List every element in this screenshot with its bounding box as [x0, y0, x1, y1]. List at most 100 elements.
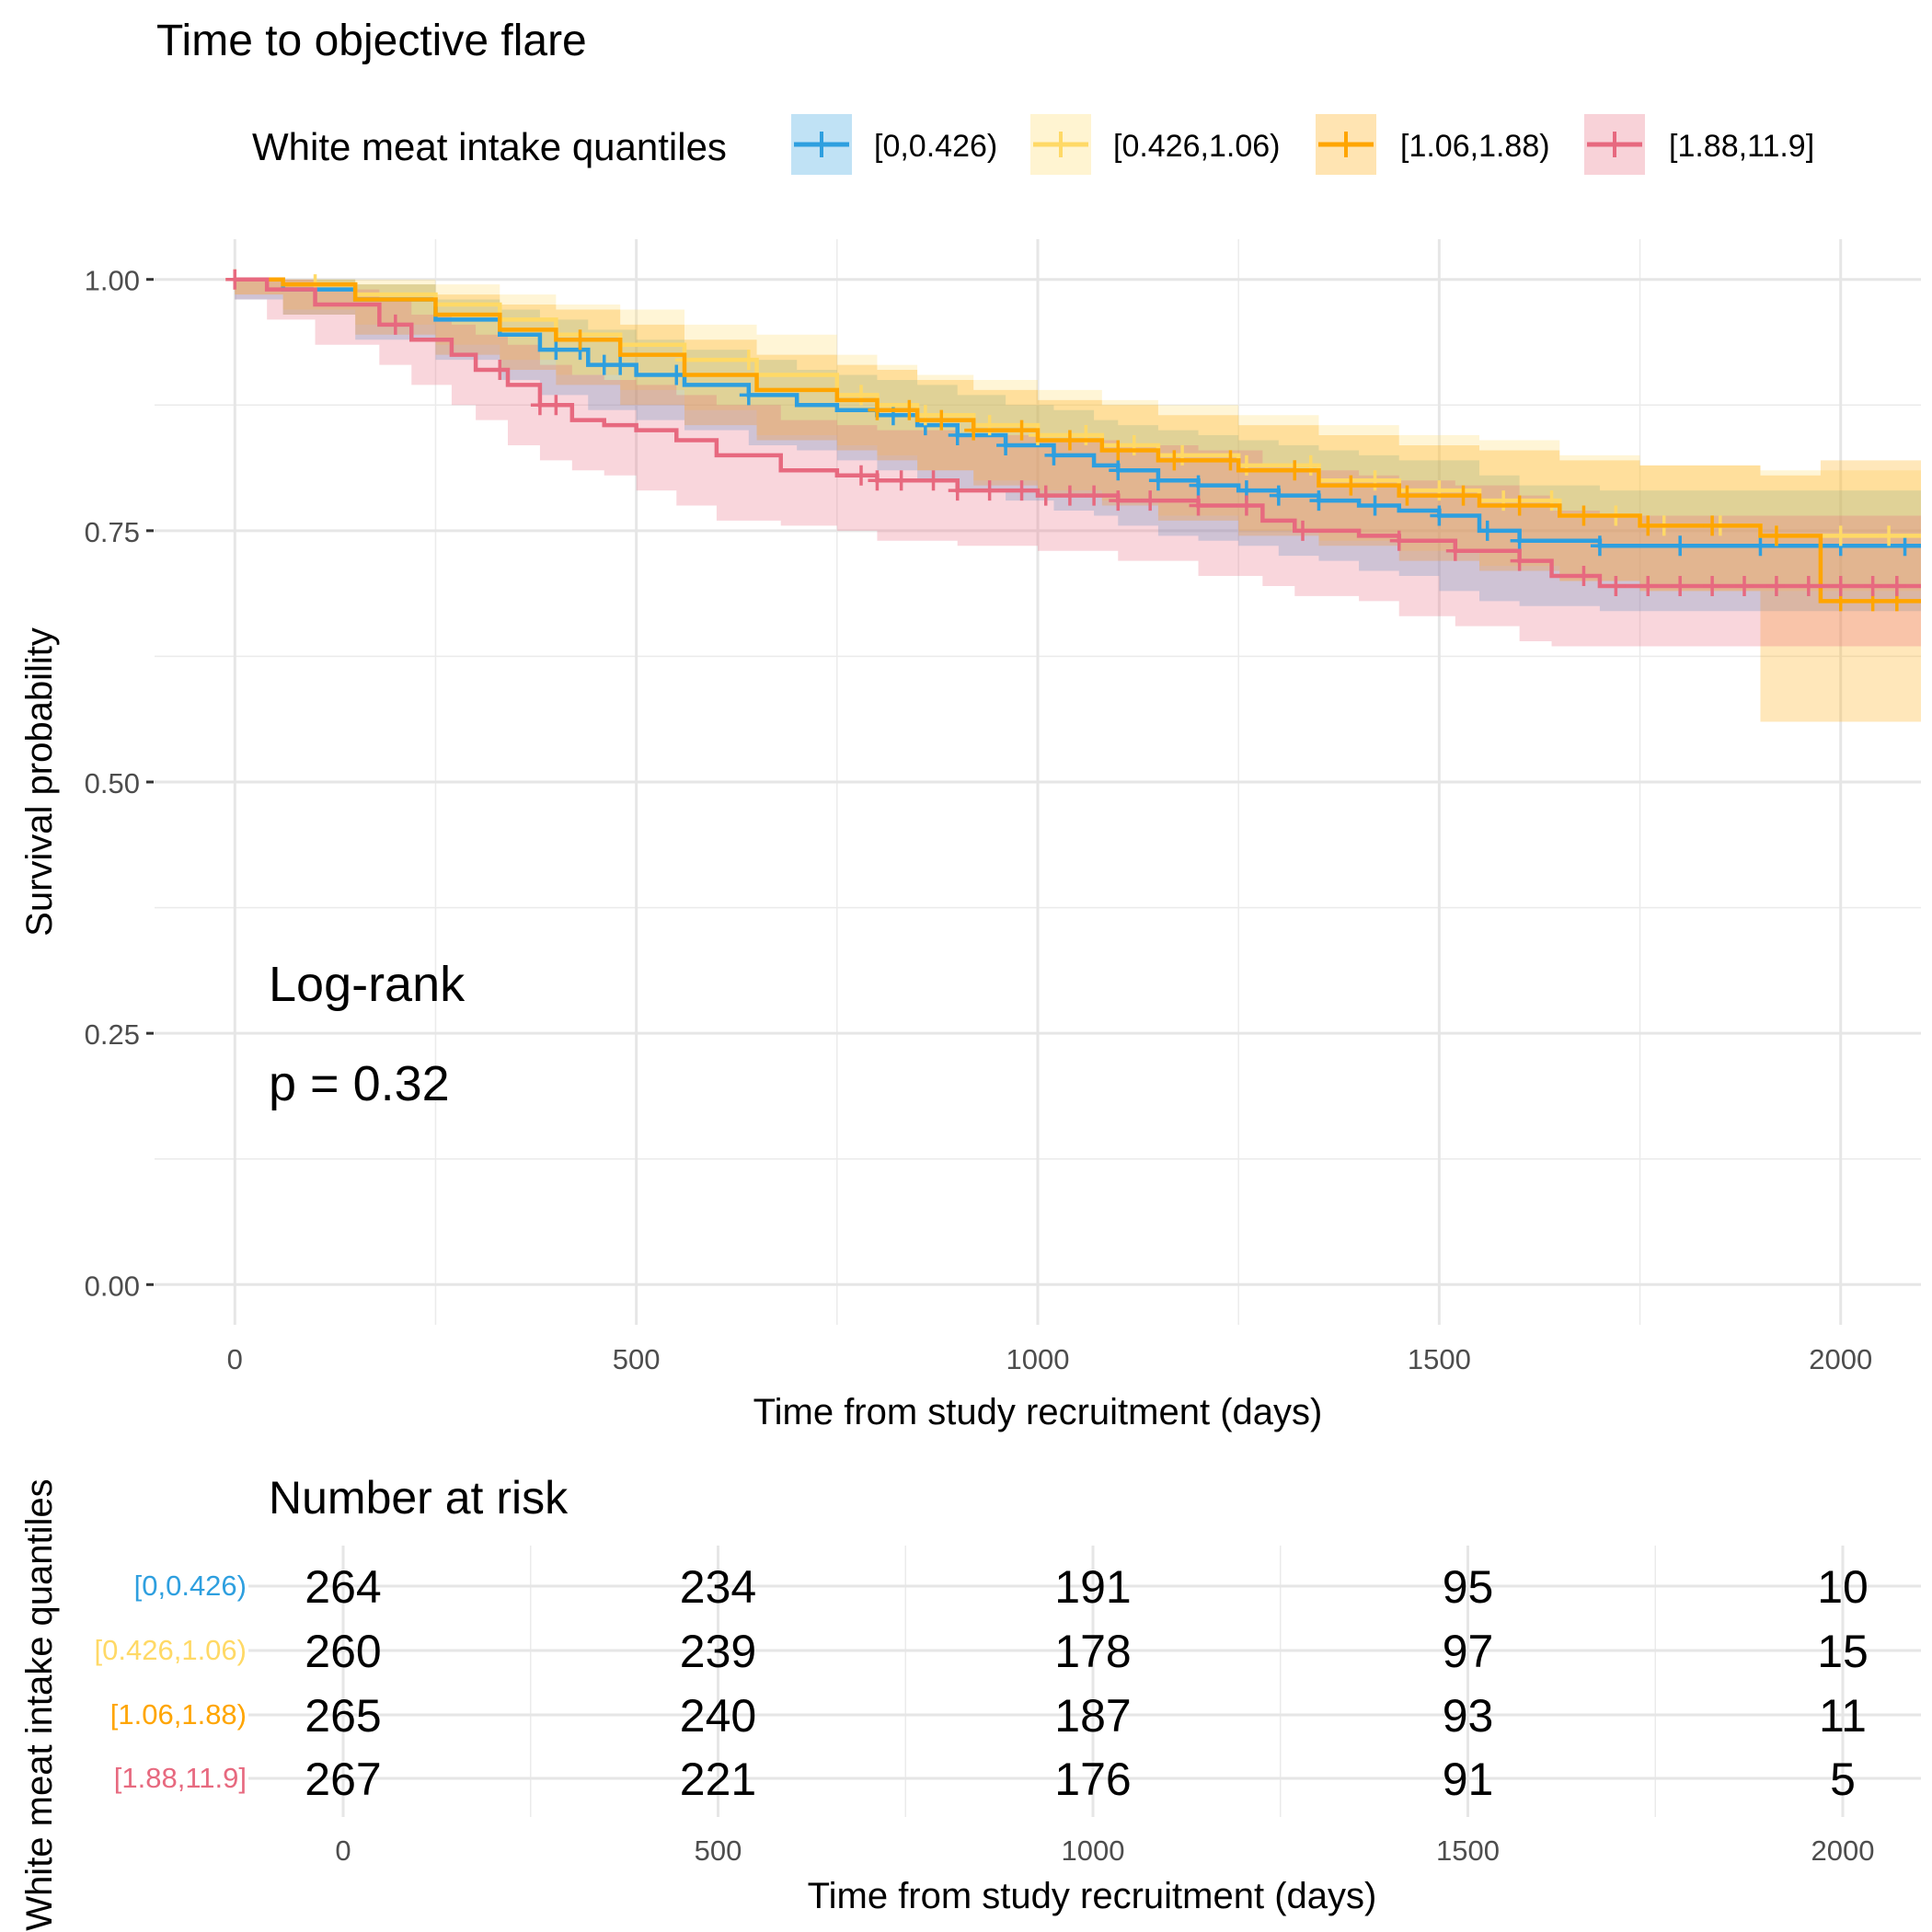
legend-label: [1.88,11.9] [1669, 129, 1814, 164]
risk-x-tick-label: 500 [695, 1834, 742, 1867]
logrank-label: Log-rank [269, 957, 466, 1012]
x-tick-label: 0 [227, 1343, 243, 1375]
censor-mark [964, 420, 983, 441]
censor-mark [1309, 490, 1328, 512]
censor-mark [1831, 575, 1850, 596]
censor-mark [385, 314, 405, 335]
censor-mark [1141, 490, 1160, 512]
censor-mark [1189, 475, 1208, 496]
censor-mark [1341, 475, 1361, 496]
censor-mark [1751, 535, 1770, 557]
censor-mark [1590, 535, 1609, 557]
risk-count: 97 [1443, 1626, 1494, 1677]
y-tick-label: 0.75 [85, 516, 140, 548]
x-tick-label: 1000 [1006, 1343, 1070, 1375]
legend-entry: [1.06,1.88) [1316, 114, 1550, 175]
censor-mark [1236, 495, 1256, 516]
risk-table-title: Number at risk [269, 1472, 569, 1524]
censor-mark [1639, 515, 1658, 536]
risk-count: 95 [1443, 1561, 1494, 1613]
y-tick-label: 0.50 [85, 767, 140, 799]
x-axis: 0 500 1000 1500 2000 Time from study recruitm… [227, 1343, 1873, 1432]
risk-count: 260 [305, 1626, 381, 1677]
censor-mark [852, 465, 870, 486]
censor-mark [594, 354, 614, 375]
logrank-pvalue: p = 0.32 [269, 1056, 450, 1111]
y-tick-label: 0.00 [85, 1270, 140, 1302]
censor-mark [900, 399, 919, 420]
risk-count: 11 [1819, 1690, 1867, 1742]
censor-mark [1036, 485, 1055, 506]
censor-mark [1831, 525, 1850, 546]
censor-mark [1574, 505, 1593, 526]
censor-mark [1574, 566, 1593, 587]
y-axis: 0.00 0.25 0.50 0.75 1.00 Survival probability [19, 265, 154, 1302]
censor-mark [1012, 480, 1031, 501]
censor-mark [490, 360, 510, 381]
censor-mark [868, 399, 887, 420]
risk-row-label: [0,0.426) [134, 1570, 247, 1602]
censor-mark [570, 329, 590, 351]
risk-y-axis-title: White meat intake quantiles [19, 1478, 60, 1930]
risk-row-label: [1.88,11.9] [114, 1762, 247, 1794]
legend-entry: [1.88,11.9] [1584, 114, 1814, 175]
risk-x-tick-label: 1500 [1436, 1834, 1500, 1867]
censor-mark [1285, 460, 1305, 481]
risk-count: 267 [305, 1754, 381, 1805]
censor-mark [996, 434, 1016, 455]
risk-count: 10 [1817, 1561, 1869, 1613]
censor-mark [1766, 525, 1786, 546]
risk-count: 178 [1054, 1626, 1131, 1677]
chart-title: Time to objective flare [156, 17, 587, 65]
censor-mark [980, 480, 999, 501]
censor-mark [1269, 485, 1288, 506]
confidence-band [235, 279, 1922, 647]
censor-mark [546, 395, 566, 416]
plot-area [225, 269, 1922, 722]
censor-mark [1880, 525, 1899, 546]
y-tick-label: 0.25 [85, 1018, 140, 1051]
confidence-band [235, 279, 1922, 612]
censor-mark [924, 470, 943, 491]
risk-count: 93 [1443, 1690, 1494, 1742]
censor-mark [1148, 470, 1167, 491]
legend-title: White meat intake quantiles [252, 125, 727, 168]
y-axis-title: Survival probability [19, 627, 60, 937]
censor-mark [1165, 450, 1184, 471]
censor-mark [1189, 495, 1208, 516]
censor-mark [1703, 575, 1722, 596]
risk-count: 15 [1817, 1626, 1869, 1677]
censor-mark [1060, 430, 1079, 451]
censor-mark [1703, 515, 1722, 536]
censor-mark [739, 350, 758, 371]
x-axis-title: Time from study recruitment (days) [753, 1392, 1323, 1432]
censor-mark [1060, 485, 1079, 506]
censor-mark [1799, 575, 1818, 596]
risk-x-tick-label: 1000 [1062, 1834, 1125, 1867]
risk-x-tick-label: 0 [335, 1834, 351, 1867]
legend-label: [1.06,1.88) [1400, 129, 1550, 164]
risk-table: Number at risk [0,0.426) 264 234 191 95 10 [0.4… [19, 1472, 1921, 1931]
x-tick-label: 500 [613, 1343, 661, 1375]
censor-mark [1863, 575, 1882, 596]
censor-mark [932, 409, 951, 431]
confidence-band [235, 279, 1922, 722]
censor-mark [1478, 520, 1497, 541]
risk-row-label: [1.06,1.88) [110, 1698, 247, 1731]
risk-count: 191 [1054, 1561, 1131, 1613]
risk-count: 265 [305, 1690, 381, 1742]
censor-mark [1221, 450, 1240, 471]
censor-mark [948, 480, 967, 501]
x-tick-label: 1500 [1408, 1343, 1471, 1375]
risk-count: 91 [1443, 1754, 1494, 1805]
censor-mark [1085, 485, 1104, 506]
censor-mark [1671, 535, 1690, 557]
x-tick-label: 2000 [1809, 1343, 1872, 1375]
gridlines [155, 239, 1921, 1325]
censor-mark [1109, 440, 1128, 461]
censor-mark [1510, 550, 1529, 571]
censor-mark [1887, 575, 1906, 596]
risk-count: 176 [1054, 1754, 1131, 1805]
censor-mark [948, 425, 967, 446]
